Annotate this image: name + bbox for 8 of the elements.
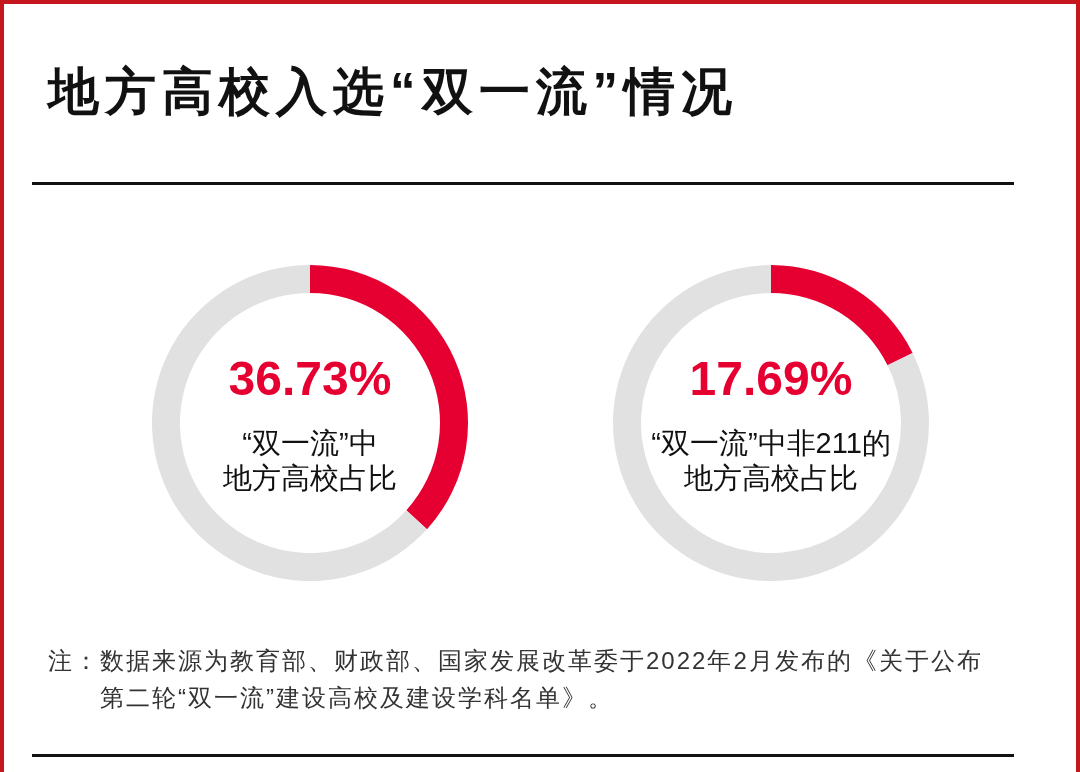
- text: 注：数据来源为教育部、财政部、国家发展改革委于2022年2月发布的《关于公布第二轮“双一流”建设高校及建设学科名单》。: [48, 646, 984, 713]
- data-label: 36.73%: [228, 351, 391, 405]
- slice-label: “双一流”中地方高校占比: [221, 427, 397, 494]
- donut-slice: [151, 265, 427, 581]
- slice-label: “双一流”中非211的地方高校占比: [650, 427, 891, 494]
- donut-slice: [612, 265, 929, 581]
- text: 地方高校入选“双一流”情况: [48, 63, 738, 120]
- data-label: 17.69%: [689, 351, 852, 405]
